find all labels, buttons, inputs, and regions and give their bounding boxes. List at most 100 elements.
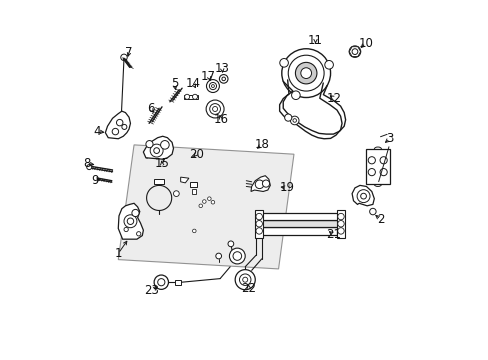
Circle shape (212, 107, 217, 112)
Text: 2: 2 (376, 213, 384, 226)
Circle shape (136, 231, 141, 236)
Circle shape (211, 201, 214, 204)
Circle shape (121, 54, 127, 60)
Circle shape (262, 180, 269, 187)
Circle shape (281, 49, 330, 98)
Circle shape (184, 94, 189, 99)
Text: 17: 17 (201, 69, 216, 82)
Circle shape (287, 55, 324, 91)
Text: 22: 22 (241, 282, 256, 295)
Text: 9: 9 (91, 174, 98, 186)
Circle shape (360, 193, 366, 199)
Circle shape (284, 114, 291, 121)
Circle shape (379, 157, 386, 164)
Circle shape (211, 85, 214, 87)
Text: 5: 5 (170, 77, 178, 90)
Circle shape (122, 125, 126, 130)
Bar (192, 189, 196, 194)
Circle shape (233, 252, 241, 260)
Circle shape (291, 91, 300, 99)
Circle shape (192, 94, 197, 99)
Circle shape (239, 274, 250, 285)
Circle shape (207, 197, 211, 201)
Polygon shape (118, 145, 293, 269)
Text: 4: 4 (94, 125, 101, 138)
Circle shape (290, 116, 298, 125)
Circle shape (158, 279, 164, 286)
Text: 6: 6 (146, 102, 154, 115)
Bar (154, 179, 164, 184)
Circle shape (173, 191, 179, 197)
Circle shape (153, 148, 159, 153)
Circle shape (199, 204, 202, 208)
Polygon shape (143, 136, 173, 159)
Circle shape (192, 229, 196, 233)
Polygon shape (250, 176, 270, 192)
Circle shape (154, 275, 168, 289)
Circle shape (124, 227, 128, 231)
Text: 12: 12 (326, 92, 341, 105)
Circle shape (279, 59, 288, 67)
Bar (190, 182, 197, 187)
Circle shape (369, 208, 375, 215)
Text: 7: 7 (125, 46, 133, 59)
Text: 14: 14 (186, 77, 201, 90)
Circle shape (300, 68, 311, 78)
Circle shape (229, 248, 244, 264)
Circle shape (116, 120, 122, 126)
Polygon shape (351, 185, 373, 206)
Text: 11: 11 (307, 33, 323, 47)
Polygon shape (118, 203, 143, 239)
Circle shape (160, 140, 169, 149)
Circle shape (292, 119, 296, 122)
Text: 21: 21 (325, 228, 340, 241)
Circle shape (127, 218, 133, 225)
Circle shape (124, 215, 137, 228)
Circle shape (367, 157, 375, 164)
Circle shape (206, 100, 224, 118)
Bar (183, 95, 198, 99)
Circle shape (255, 213, 262, 220)
Circle shape (255, 180, 264, 189)
Polygon shape (180, 177, 188, 183)
Circle shape (209, 104, 220, 114)
Text: 10: 10 (358, 36, 372, 50)
Text: 13: 13 (214, 62, 229, 75)
Circle shape (337, 221, 344, 227)
Circle shape (215, 253, 221, 259)
Polygon shape (261, 227, 337, 234)
Circle shape (348, 46, 360, 57)
Text: 20: 20 (188, 148, 203, 161)
Circle shape (150, 144, 163, 157)
Circle shape (242, 277, 247, 282)
Circle shape (235, 270, 255, 290)
Circle shape (379, 168, 386, 176)
Circle shape (145, 140, 153, 148)
Polygon shape (105, 111, 130, 139)
Circle shape (337, 213, 344, 220)
Circle shape (351, 49, 357, 54)
Text: 15: 15 (154, 157, 169, 170)
Circle shape (202, 200, 206, 203)
Polygon shape (348, 47, 360, 57)
Text: 1: 1 (114, 247, 122, 260)
Circle shape (295, 62, 316, 84)
Circle shape (324, 60, 333, 69)
Circle shape (367, 168, 375, 176)
Bar (174, 280, 181, 285)
Polygon shape (261, 220, 337, 227)
Text: 23: 23 (144, 284, 159, 297)
Circle shape (337, 228, 344, 234)
Circle shape (227, 241, 233, 247)
Bar (255, 210, 263, 238)
Text: 18: 18 (254, 138, 268, 151)
Circle shape (132, 210, 139, 217)
Circle shape (356, 190, 369, 203)
Text: 16: 16 (213, 113, 228, 126)
Text: 3: 3 (385, 132, 393, 145)
Circle shape (255, 221, 262, 227)
Circle shape (86, 165, 92, 170)
Text: 8: 8 (83, 157, 91, 170)
Polygon shape (261, 213, 337, 220)
Text: 19: 19 (279, 181, 294, 194)
